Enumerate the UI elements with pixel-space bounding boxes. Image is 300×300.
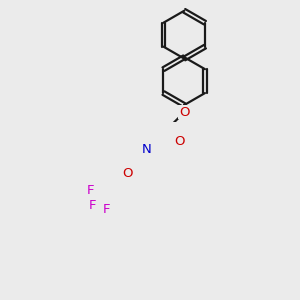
Text: N: N	[142, 143, 152, 156]
Text: O: O	[122, 167, 132, 180]
Text: O: O	[174, 135, 185, 148]
Text: F: F	[89, 199, 96, 212]
Text: F: F	[87, 184, 95, 197]
Text: F: F	[103, 203, 111, 216]
Text: O: O	[179, 106, 190, 119]
